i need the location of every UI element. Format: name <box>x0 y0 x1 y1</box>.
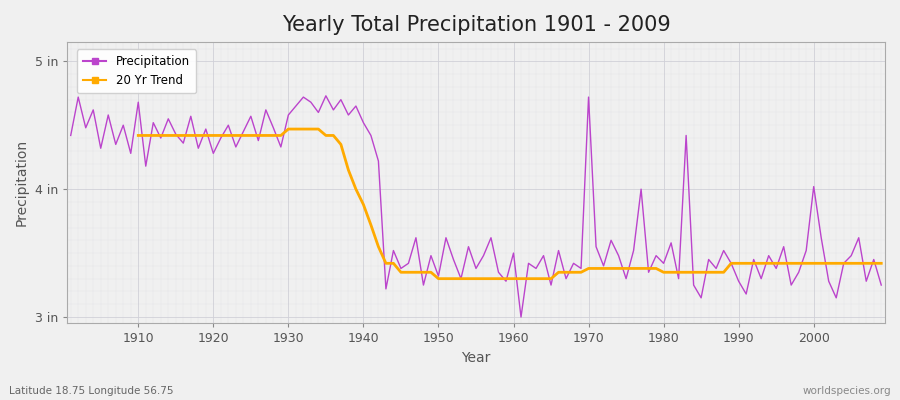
Text: worldspecies.org: worldspecies.org <box>803 386 891 396</box>
Y-axis label: Precipitation: Precipitation <box>15 139 29 226</box>
Title: Yearly Total Precipitation 1901 - 2009: Yearly Total Precipitation 1901 - 2009 <box>282 15 670 35</box>
Text: Latitude 18.75 Longitude 56.75: Latitude 18.75 Longitude 56.75 <box>9 386 174 396</box>
Legend: Precipitation, 20 Yr Trend: Precipitation, 20 Yr Trend <box>77 50 196 93</box>
X-axis label: Year: Year <box>462 351 490 365</box>
